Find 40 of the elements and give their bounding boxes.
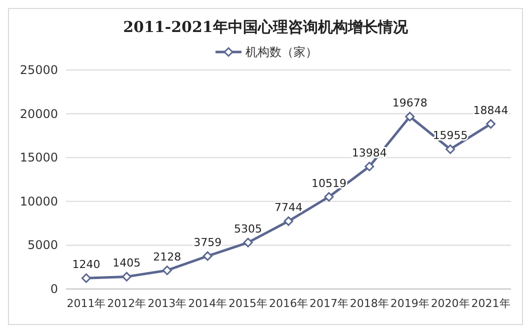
- chart-title: 2011-2021年中国心理咨询机构增长情况: [123, 18, 409, 36]
- x-tick-label: 2014年: [188, 297, 228, 310]
- data-label: 1240: [72, 258, 100, 272]
- x-tick-label: 2019年: [390, 297, 430, 310]
- data-label: 18844: [473, 104, 508, 117]
- data-label: 1405: [112, 256, 141, 270]
- y-tick-label: 25000: [20, 63, 58, 77]
- data-label: 5305: [234, 222, 262, 236]
- point: [202, 251, 212, 261]
- x-tick-label: 2011年: [66, 297, 106, 310]
- point: [446, 144, 456, 154]
- x-tick-label: 2021年: [471, 297, 510, 310]
- x-tick-label: 2020年: [430, 297, 470, 310]
- x-tick-label: 2016年: [269, 297, 308, 310]
- data-label: 15955: [432, 129, 468, 142]
- x-tick-label: 2012年: [107, 297, 146, 310]
- y-tick-label: 5000: [27, 238, 58, 252]
- data-label: 19678: [392, 96, 428, 110]
- point: [405, 112, 415, 122]
- data-label: 10519: [311, 176, 346, 190]
- point: [486, 119, 496, 129]
- y-tick-label: 10000: [20, 194, 58, 208]
- y-tick-label: 15000: [20, 150, 58, 165]
- data-label: 3759: [194, 236, 222, 250]
- y-tick-label: 20000: [20, 106, 58, 121]
- point: [243, 238, 253, 248]
- data-label: 7744: [274, 201, 302, 214]
- x-tick-label: 2015年: [228, 297, 268, 310]
- x-tick-label: 2017年: [309, 297, 348, 310]
- point: [324, 192, 334, 202]
- point: [162, 266, 172, 276]
- point: [364, 162, 374, 172]
- y-tick-label: 0: [50, 282, 58, 296]
- x-tick-label: 2018年: [350, 297, 389, 310]
- legend-label: 机构数（家）: [246, 45, 318, 59]
- x-tick-label: 2013年: [148, 297, 187, 310]
- point: [81, 273, 91, 283]
- point: [284, 216, 294, 226]
- data-label: 2128: [153, 250, 182, 264]
- point: [122, 272, 132, 282]
